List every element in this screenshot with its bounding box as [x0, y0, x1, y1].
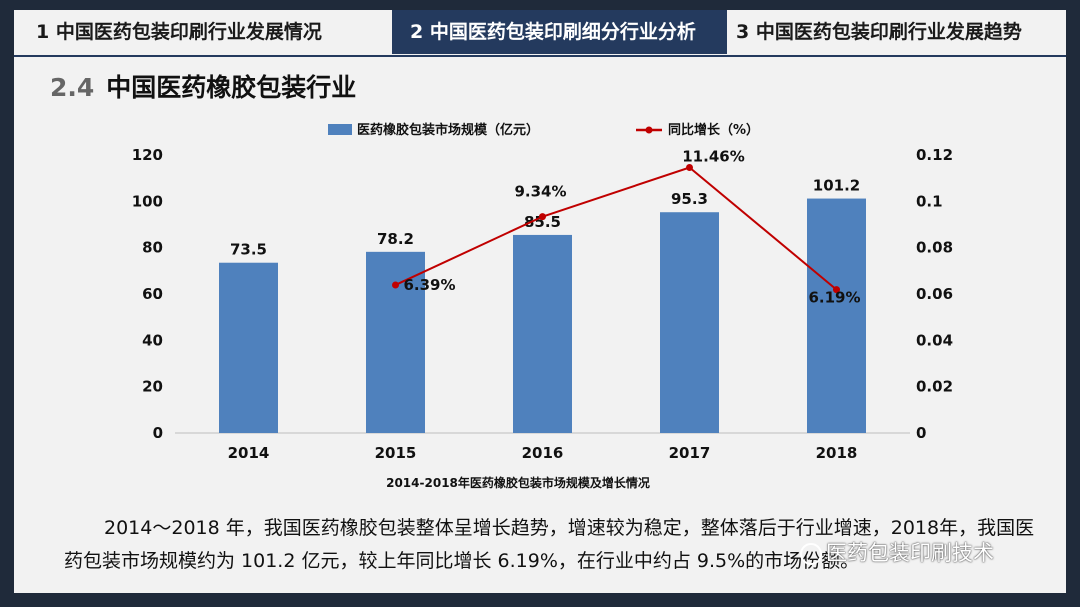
- summary-text: 2014～2018 年，我国医药橡胶包装整体呈增长趋势，增速较为稳定，整体落后于…: [64, 517, 1035, 572]
- bar-series: 73.5 78.2 85.5 95.3 101.2: [219, 177, 866, 433]
- line-point: [833, 286, 840, 294]
- legend-bar-label: 医药橡胶包装市场规模（亿元）: [357, 122, 539, 138]
- y2-axis-tick-label: 0.12: [916, 146, 953, 164]
- x-axis-title: 2014-2018年医药橡胶包装市场规模及增长情况: [386, 475, 650, 490]
- tab-industry-trend[interactable]: 3 中国医药包装印刷行业发展趋势: [736, 21, 1022, 43]
- y2-axis-tick-label: 0.1: [916, 192, 943, 210]
- y-axis-tick-label: 20: [142, 378, 163, 396]
- section-number: 2.4: [50, 73, 95, 102]
- line-point: [539, 213, 546, 221]
- x-axis-tick-label: 2015: [375, 444, 417, 462]
- y2-axis-tick-label: 0.08: [916, 239, 953, 257]
- line-data-label: 9.34%: [514, 183, 566, 201]
- y-axis-tick-label: 40: [142, 331, 163, 349]
- y-axis-tick-label: 60: [142, 285, 163, 303]
- x-axis-tick-label: 2017: [669, 444, 711, 462]
- y-axis-tick-label: 80: [142, 239, 163, 257]
- y2-axis-tick-label: 0.02: [916, 378, 953, 396]
- x-axis-tick-label: 2018: [816, 444, 858, 462]
- line-data-label: 6.39%: [403, 276, 455, 294]
- bar: [807, 198, 866, 433]
- y2-axis-tick-label: 0.04: [916, 331, 953, 349]
- axes: 0 20 40 60 80 100 120 0 0.02 0.04 0.06 0.08 0.1 0.12 2…: [132, 146, 953, 462]
- section-title-text: 中国医药橡胶包装行业: [106, 73, 357, 102]
- section-tabs: 1 中国医药包装印刷行业发展情况 2 中国医药包装印刷细分行业分析 3 中国医药…: [14, 10, 1066, 54]
- watermark-text: 医药包装印刷技术: [826, 541, 994, 565]
- page-title: 2.4 中国医药橡胶包装行业: [50, 68, 356, 104]
- bar-data-label: 95.3: [671, 190, 708, 208]
- legend-bar-swatch: [328, 124, 352, 135]
- bar-data-label: 73.5: [230, 241, 267, 259]
- legend: 医药橡胶包装市场规模（亿元） 同比增长（%）: [328, 122, 759, 138]
- y2-axis-tick-label: 0.06: [916, 285, 953, 303]
- line-point: [392, 281, 399, 289]
- y-axis-tick-label: 120: [132, 146, 163, 164]
- watermark: 医药包装印刷技术: [800, 537, 994, 567]
- growth-line: [395, 166, 838, 291]
- y-axis-tick-label: 0: [153, 424, 163, 442]
- bar: [513, 234, 572, 433]
- tab-industry-development[interactable]: 1 中国医药包装印刷行业发展情况: [36, 21, 322, 43]
- bar: [660, 212, 719, 433]
- tab-divider: [14, 55, 1066, 57]
- bar-data-label: 78.2: [377, 230, 414, 248]
- wechat-icon: [800, 543, 822, 565]
- legend-line-marker: [645, 126, 653, 134]
- x-axis-tick-label: 2014: [228, 444, 270, 462]
- line-data-label: 11.46%: [682, 148, 744, 166]
- summary-paragraph: 2014～2018 年，我国医药橡胶包装整体呈增长趋势，增速较为稳定，整体落后于…: [64, 512, 1049, 578]
- bar-data-label: 101.2: [813, 177, 860, 195]
- bar: [219, 262, 278, 433]
- tab-segment-analysis[interactable]: 2 中国医药包装印刷细分行业分析: [392, 10, 727, 54]
- y2-axis-tick-label: 0: [916, 424, 926, 442]
- x-axis-tick-label: 2016: [522, 444, 564, 462]
- slide: 1 中国医药包装印刷行业发展情况 2 中国医药包装印刷细分行业分析 3 中国医药…: [14, 10, 1066, 593]
- line-series: 6.39% 9.34% 11.46% 6.19%: [392, 148, 861, 307]
- line-point: [686, 164, 693, 172]
- y-axis-tick-label: 100: [132, 192, 163, 210]
- bar-data-label: 85.5: [524, 213, 561, 231]
- legend-line-label: 同比增长（%）: [668, 122, 759, 138]
- line-data-label: 6.19%: [808, 289, 860, 307]
